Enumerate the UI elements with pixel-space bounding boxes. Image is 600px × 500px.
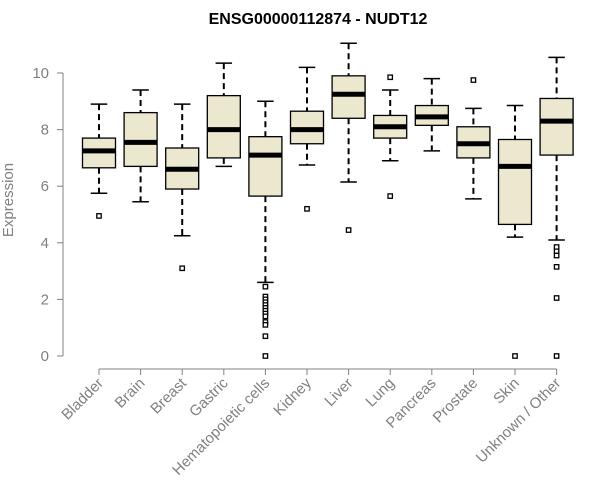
y-axis: 0 2 4 6 8 10 bbox=[32, 65, 64, 365]
box-group bbox=[456, 77, 491, 200]
box-group bbox=[497, 104, 533, 359]
box-group bbox=[123, 89, 158, 203]
outlier-point bbox=[512, 353, 518, 359]
x-tick-label: Breast bbox=[147, 374, 190, 417]
box-group bbox=[206, 62, 241, 168]
box-iqr bbox=[248, 136, 283, 197]
box-iqr bbox=[206, 94, 241, 159]
y-axis-label: Expression bbox=[0, 163, 17, 237]
outlier-point bbox=[553, 295, 560, 301]
x-tick-label: Brain bbox=[112, 375, 149, 412]
outlier-point bbox=[345, 227, 352, 233]
x-tick-label: Skin bbox=[490, 375, 523, 408]
outlier-point bbox=[553, 353, 560, 359]
x-tick-label: Prostate bbox=[430, 375, 482, 427]
box-group bbox=[414, 77, 449, 152]
y-tick-label: 6 bbox=[41, 178, 49, 195]
outlier-point bbox=[262, 333, 269, 340]
box-iqr bbox=[331, 75, 366, 119]
box-group bbox=[81, 103, 117, 219]
y-tick-label: 10 bbox=[32, 65, 49, 82]
x-tick-label: Bladder bbox=[58, 375, 107, 424]
x-tick-label: Lung bbox=[362, 375, 398, 411]
box-group bbox=[331, 42, 366, 233]
outlier-point bbox=[262, 353, 269, 359]
outlier-point bbox=[553, 252, 560, 259]
outlier-point bbox=[262, 283, 269, 290]
outlier-point bbox=[304, 205, 310, 212]
box-iqr bbox=[123, 111, 158, 168]
y-tick-label: 8 bbox=[41, 122, 49, 139]
x-tick-label: Kidney bbox=[270, 374, 315, 419]
y-tick-label: 2 bbox=[41, 291, 49, 308]
y-tick-label: 4 bbox=[41, 235, 49, 252]
outlier-point bbox=[96, 213, 102, 219]
box-group bbox=[289, 66, 325, 212]
y-tick-label: 0 bbox=[41, 348, 49, 365]
outlier-point bbox=[262, 313, 269, 320]
x-tick-label: Liver bbox=[321, 375, 356, 410]
outlier-point bbox=[387, 193, 394, 199]
outlier-point bbox=[262, 322, 269, 328]
box-group bbox=[165, 103, 200, 272]
box-iqr bbox=[539, 97, 574, 156]
outlier-point bbox=[387, 74, 394, 81]
box-group bbox=[539, 56, 574, 359]
box-group bbox=[248, 100, 283, 359]
chart-title: ENSG00000112874 - NUDT12 bbox=[209, 11, 428, 28]
box-iqr bbox=[497, 138, 533, 226]
outlier-point bbox=[179, 265, 186, 272]
outlier-point bbox=[470, 77, 477, 83]
box-group bbox=[373, 74, 408, 199]
plot-area bbox=[81, 42, 574, 359]
outlier-point bbox=[553, 264, 560, 270]
